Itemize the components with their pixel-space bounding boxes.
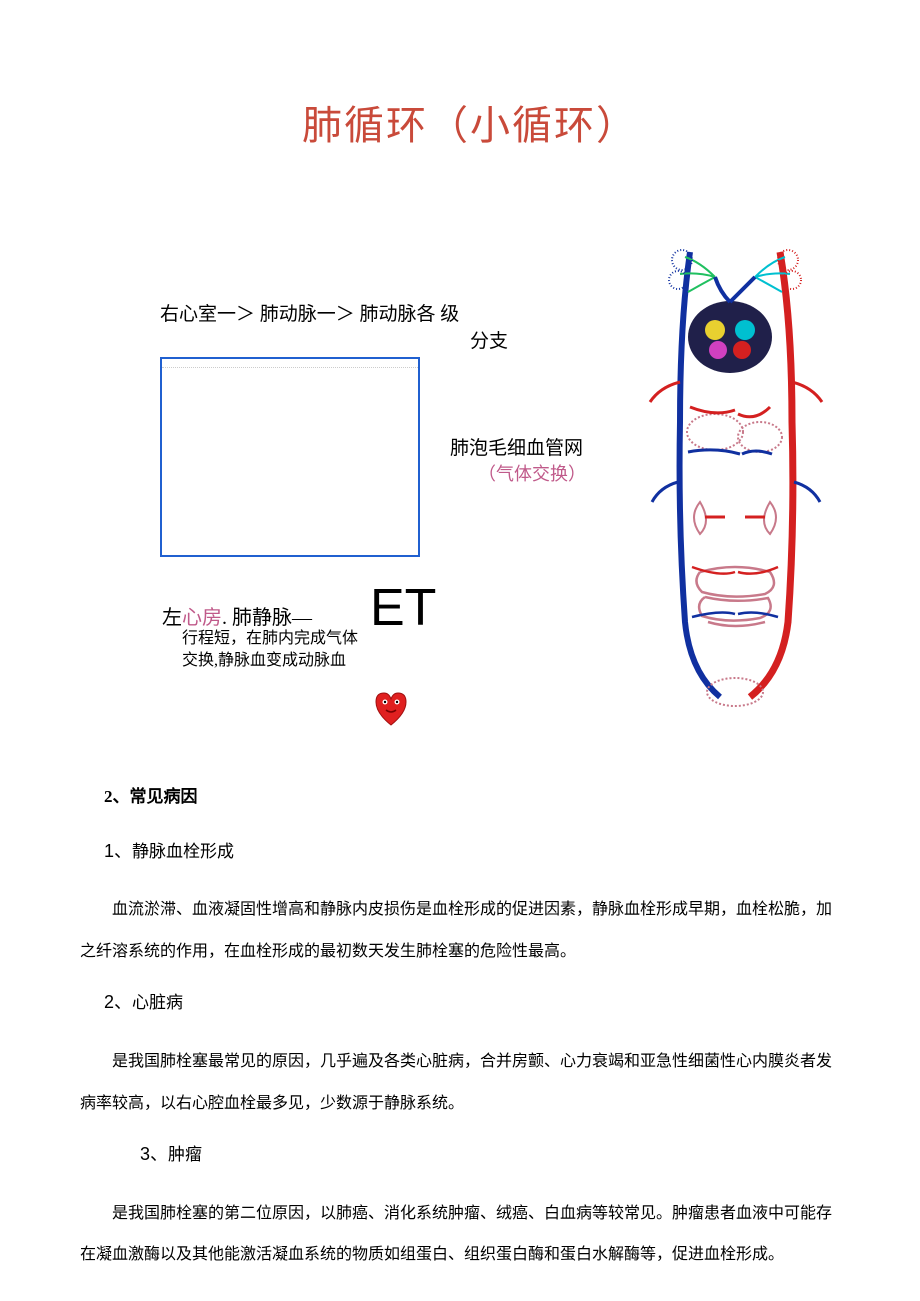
diagram-box-header <box>162 359 418 368</box>
cause-3-para: 是我国肺栓塞的第二位原因，以肺癌、消化系统肿瘤、绒癌、白血病等较常见。肿瘤患者血… <box>80 1193 840 1276</box>
left-atrium-c: . 肺静脉— <box>222 607 312 629</box>
left-atrium-a: 左 <box>162 607 182 629</box>
desc-line-1: 行程短，在肺内完成气体 <box>182 630 358 647</box>
et-label: ET <box>370 562 436 656</box>
page-title: 肺循环（小循环） <box>80 90 840 162</box>
cause-1-para: 血流淤滞、血液凝固性增高和静脉内皮损伤是血栓形成的促进因素，静脉血栓形成早期，血… <box>80 889 840 972</box>
cause-2-para: 是我国肺栓塞最常见的原因，几乎遍及各类心脏病，合并房颤、心力衰竭和亚急性细菌性心… <box>80 1041 840 1124</box>
cause-3-heading: 3、肿瘤 <box>140 1138 840 1171</box>
cause-2-num: 2、 <box>104 992 132 1012</box>
cause-2-title: 心脏病 <box>132 993 183 1012</box>
cause-3-num: 3、 <box>140 1144 168 1164</box>
anatomy-illustration <box>620 222 850 712</box>
diagram-box <box>160 357 420 557</box>
cause-1-title: 静脉血栓形成 <box>132 842 234 861</box>
section-causes-title: 常见病因 <box>130 787 198 806</box>
desc-line-2: 交换,静脉血变成动脉血 <box>182 652 346 669</box>
gas-exchange-label: （气体交换） <box>478 458 586 490</box>
diagram-area: 右心室一＞ 肺动脉一＞ 肺动脉各 级 分支 肺泡毛细血管网 （气体交换） ET … <box>80 222 840 742</box>
cause-2-heading: 2、心脏病 <box>104 986 840 1019</box>
cause-3-title: 肿瘤 <box>168 1145 202 1164</box>
section-causes: 2、常见病因 <box>104 782 840 813</box>
diagram-box-body <box>162 368 418 380</box>
left-atrium-b: 心房 <box>182 607 222 629</box>
cause-1-heading: 1、静脉血栓形成 <box>104 835 840 868</box>
heart-icon <box>370 680 412 752</box>
flow-step-1b-text: 分支 <box>160 329 508 356</box>
flow-step-1-text: 右心室一＞ 肺动脉一＞ 肺动脉各 级 <box>160 304 459 325</box>
section-causes-num: 2、 <box>104 787 130 806</box>
flow-step-1: 右心室一＞ 肺动脉一＞ 肺动脉各 级 分支 <box>160 302 508 355</box>
cause-1-num: 1、 <box>104 841 132 861</box>
short-description: 行程短，在肺内完成气体 交换,静脉血变成动脉血 <box>182 628 358 673</box>
